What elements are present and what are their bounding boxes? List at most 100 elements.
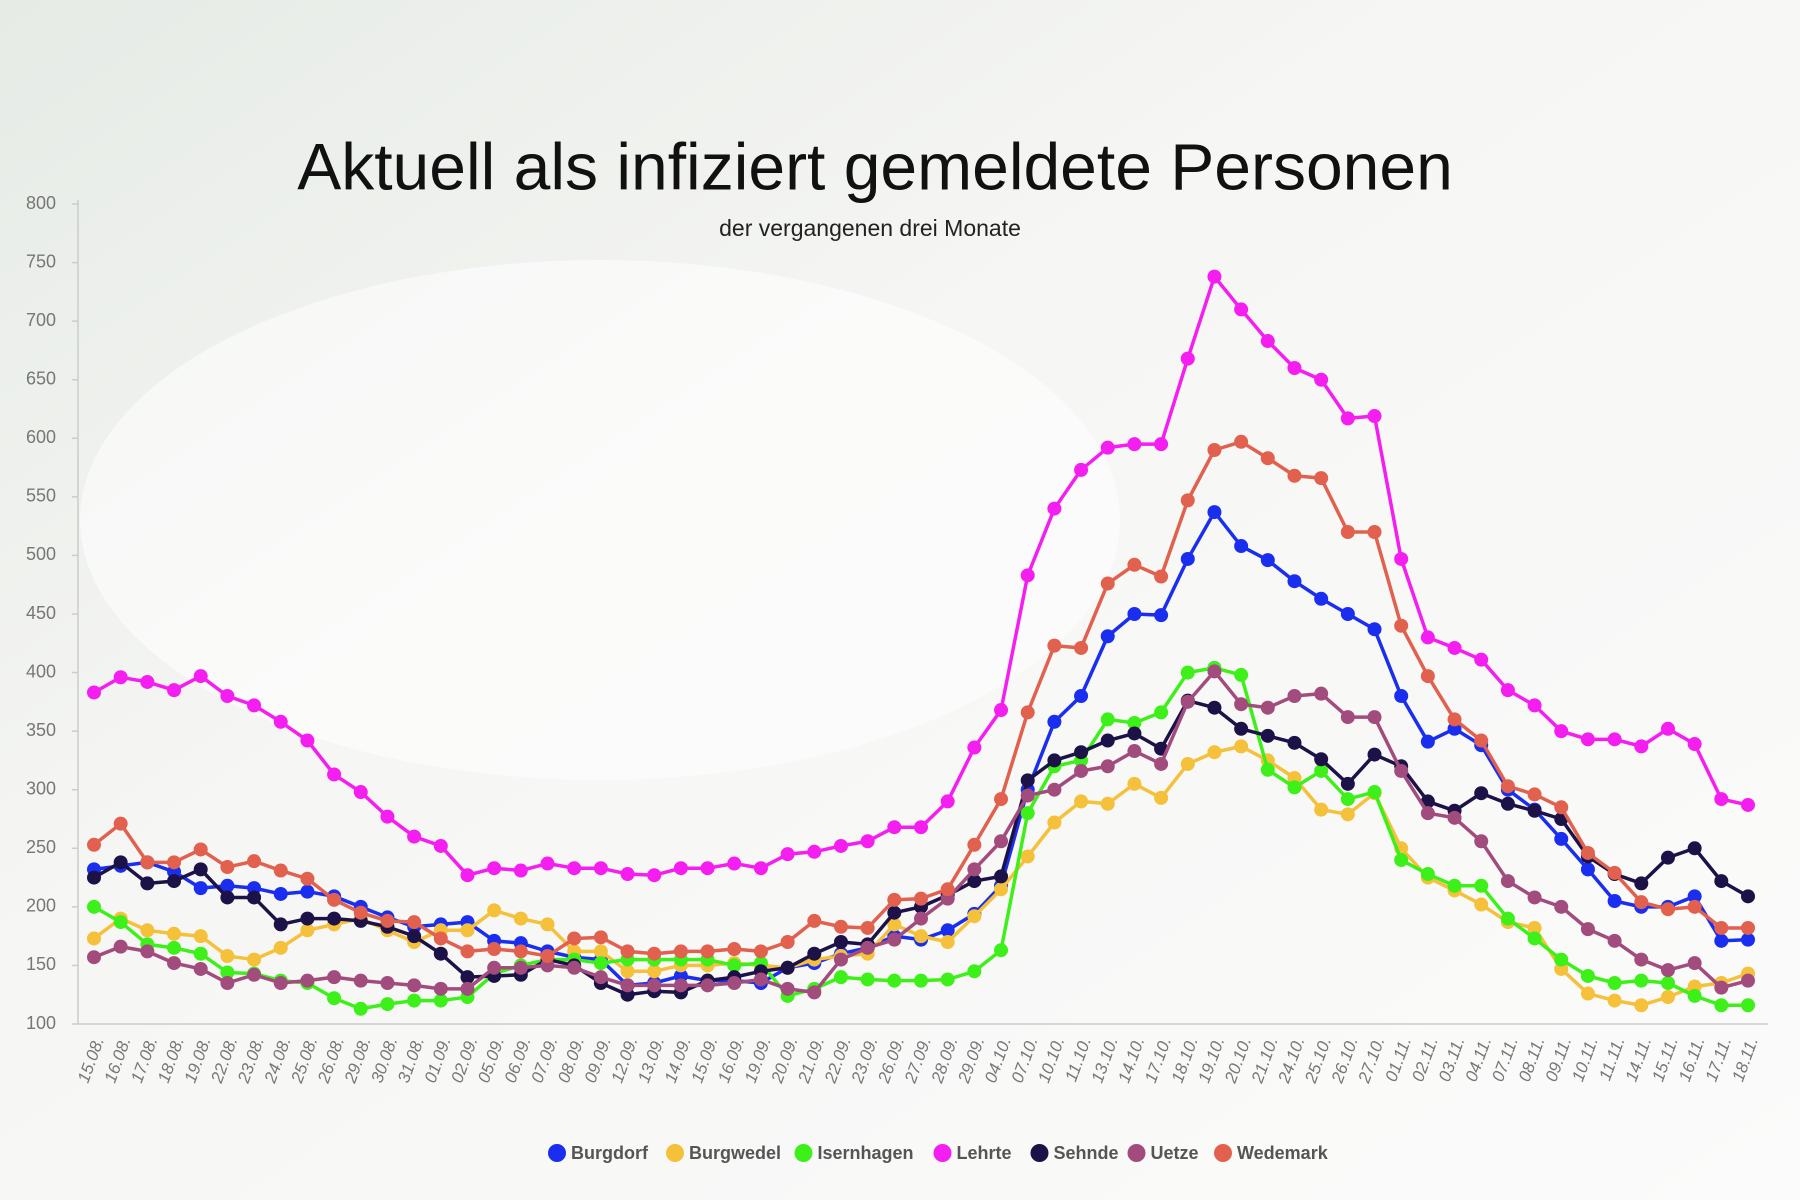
data-point [247, 952, 262, 967]
y-tick-label: 500 [26, 544, 56, 564]
data-point [1474, 652, 1489, 667]
data-point [513, 960, 528, 975]
data-point [1127, 607, 1142, 621]
data-point [353, 973, 368, 988]
data-point [433, 993, 448, 1008]
data-point [327, 911, 342, 926]
data-point [647, 868, 662, 883]
data-point [914, 929, 928, 944]
data-point [327, 892, 342, 907]
data-point [327, 991, 342, 1006]
data-point [167, 855, 182, 870]
data-point [1527, 803, 1542, 818]
data-point [487, 903, 502, 918]
data-point [914, 891, 928, 906]
data-point [1474, 897, 1489, 912]
data-point [540, 949, 555, 964]
data-point [113, 915, 128, 930]
y-tick-label: 400 [26, 661, 56, 681]
data-point [513, 911, 528, 926]
data-point [1340, 710, 1355, 725]
data-point [220, 860, 235, 875]
data-point [1554, 952, 1569, 967]
data-point [727, 958, 742, 973]
data-point [1660, 990, 1675, 1005]
data-point [407, 829, 422, 844]
data-point [193, 929, 208, 944]
data-point [1607, 933, 1622, 948]
data-point [1314, 686, 1329, 701]
data-point [700, 861, 715, 876]
data-point [727, 976, 742, 990]
data-point [380, 809, 395, 824]
data-point [1527, 787, 1542, 802]
data-point [833, 919, 848, 934]
data-point [1634, 998, 1649, 1013]
data-point [1047, 638, 1062, 653]
data-point [1207, 700, 1222, 715]
data-point [1580, 845, 1595, 860]
data-point [1447, 878, 1462, 893]
data-point [113, 670, 128, 685]
data-point [1074, 640, 1089, 655]
data-point [1154, 569, 1169, 584]
data-point [1020, 773, 1035, 788]
data-point [1420, 806, 1435, 821]
data-point [1554, 831, 1569, 846]
data-point [1687, 841, 1702, 856]
legend-label: Burgwedel [689, 1143, 781, 1163]
data-point [460, 944, 475, 959]
data-point [300, 733, 315, 748]
data-point [460, 981, 475, 996]
data-point [193, 961, 208, 976]
data-point [1474, 786, 1489, 801]
legend-label: Sehnde [1054, 1143, 1119, 1163]
data-point [1047, 815, 1062, 830]
data-point [220, 965, 235, 980]
chart-subtitle: der vergangenen drei Monate [719, 215, 1021, 241]
data-point [1074, 763, 1089, 778]
data-point [220, 689, 235, 703]
data-point [273, 940, 288, 955]
data-point [1660, 850, 1675, 865]
data-point [1394, 763, 1409, 778]
data-point [1687, 899, 1702, 914]
data-point [1580, 862, 1595, 877]
data-point [967, 964, 982, 979]
data-point [460, 868, 475, 883]
data-point [1367, 525, 1382, 539]
data-point [1020, 568, 1035, 583]
data-point [887, 892, 902, 907]
data-point [353, 785, 368, 800]
data-point [193, 881, 208, 896]
data-point [487, 960, 502, 975]
data-point [1447, 810, 1462, 825]
data-point [1287, 361, 1302, 375]
data-point [1314, 752, 1329, 767]
data-point [1607, 732, 1622, 747]
data-point [1340, 411, 1355, 426]
data-point [1394, 689, 1409, 703]
data-point [593, 861, 608, 876]
data-point [1100, 733, 1115, 748]
data-point [940, 794, 955, 809]
data-point [1207, 269, 1222, 284]
data-point [1100, 796, 1115, 811]
data-point [567, 861, 582, 876]
data-point [860, 972, 875, 987]
data-point [1367, 710, 1382, 725]
data-point [1367, 785, 1382, 800]
data-point [1580, 968, 1595, 983]
data-point [513, 863, 528, 878]
data-point [593, 970, 608, 985]
data-point [1607, 894, 1622, 908]
data-point [620, 978, 635, 993]
data-point [1580, 732, 1595, 747]
data-point [1741, 920, 1755, 935]
data-point [1314, 802, 1329, 817]
data-point [673, 861, 688, 876]
y-tick-label: 450 [26, 603, 56, 623]
data-point [1180, 493, 1195, 508]
data-point [167, 956, 182, 971]
data-point [833, 952, 848, 967]
